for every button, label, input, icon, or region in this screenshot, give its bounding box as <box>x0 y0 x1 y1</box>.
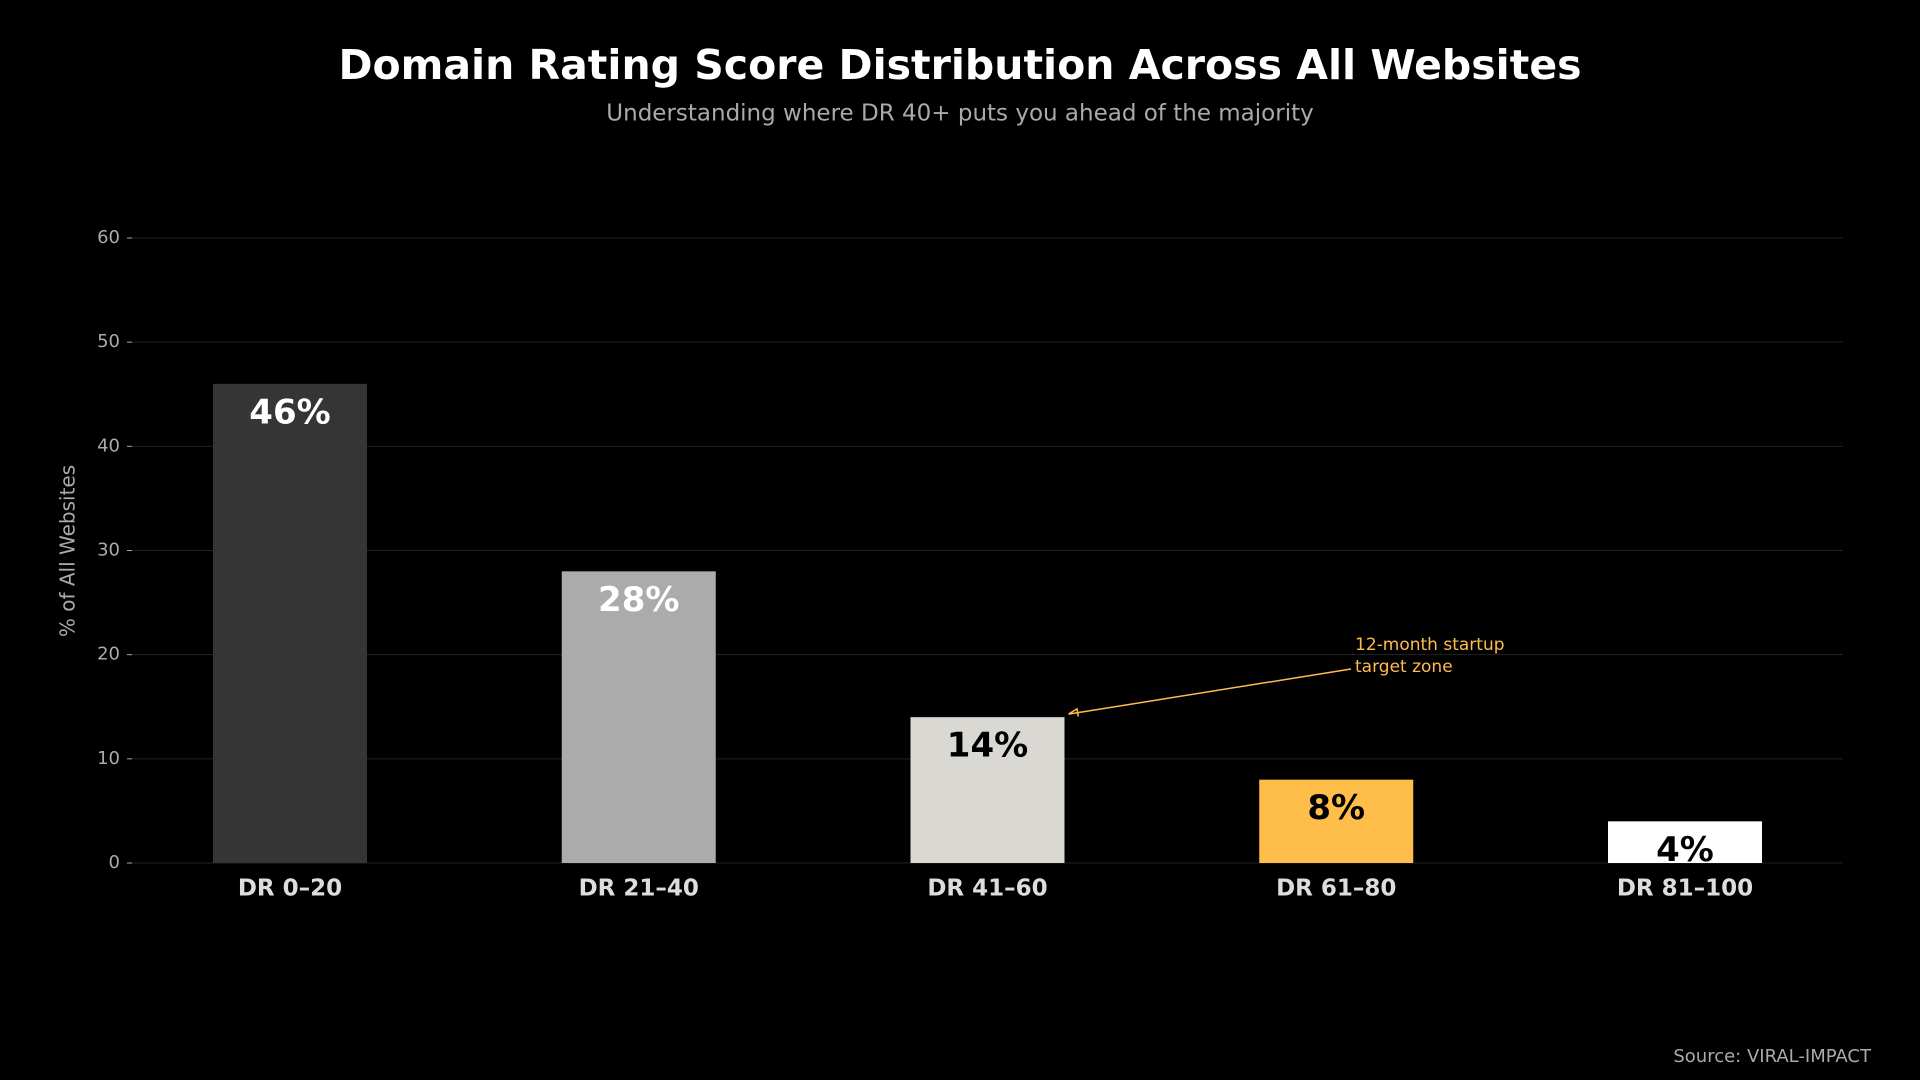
x-tick-label: DR 0–20 <box>238 876 342 902</box>
y-tick-label: 20 <box>97 644 120 665</box>
y-tick-label: 40 <box>97 435 120 456</box>
x-tick-label: DR 21–40 <box>579 876 699 902</box>
annotation-text: 12-month startup <box>1355 635 1505 655</box>
annotation-arrowhead <box>1068 707 1079 717</box>
value-label: 28% <box>598 580 679 620</box>
annotation-arrow <box>1068 668 1352 715</box>
bar <box>561 571 716 863</box>
source: Source: VIRAL-IMPACT <box>1673 1046 1872 1067</box>
bar <box>910 717 1065 863</box>
bar <box>213 383 367 863</box>
y-axis-label: % of All Websites <box>56 465 80 637</box>
y-tick-label: 0 <box>109 852 120 873</box>
y-tick-label: 50 <box>97 331 120 352</box>
y-tick-label: 10 <box>97 748 120 769</box>
y-tick-label: 30 <box>97 540 120 561</box>
bar <box>1259 779 1414 863</box>
x-tick-label: DR 41–60 <box>927 876 1047 902</box>
x-tick-label: DR 61–80 <box>1276 876 1396 902</box>
chart-subtitle: Understanding where DR 40+ puts you ahea… <box>606 101 1313 127</box>
y-tick-label: 60 <box>97 227 120 248</box>
value-label: 46% <box>249 392 330 432</box>
x-tick-label: DR 81–100 <box>1617 876 1753 902</box>
value-label: 14% <box>947 726 1028 766</box>
value-label: 4% <box>1656 830 1714 870</box>
chart-title: Domain Rating Score Distribution Across … <box>338 41 1581 89</box>
value-label: 8% <box>1307 788 1365 828</box>
bar <box>1608 821 1762 863</box>
annotation-text: target zone <box>1355 657 1453 677</box>
